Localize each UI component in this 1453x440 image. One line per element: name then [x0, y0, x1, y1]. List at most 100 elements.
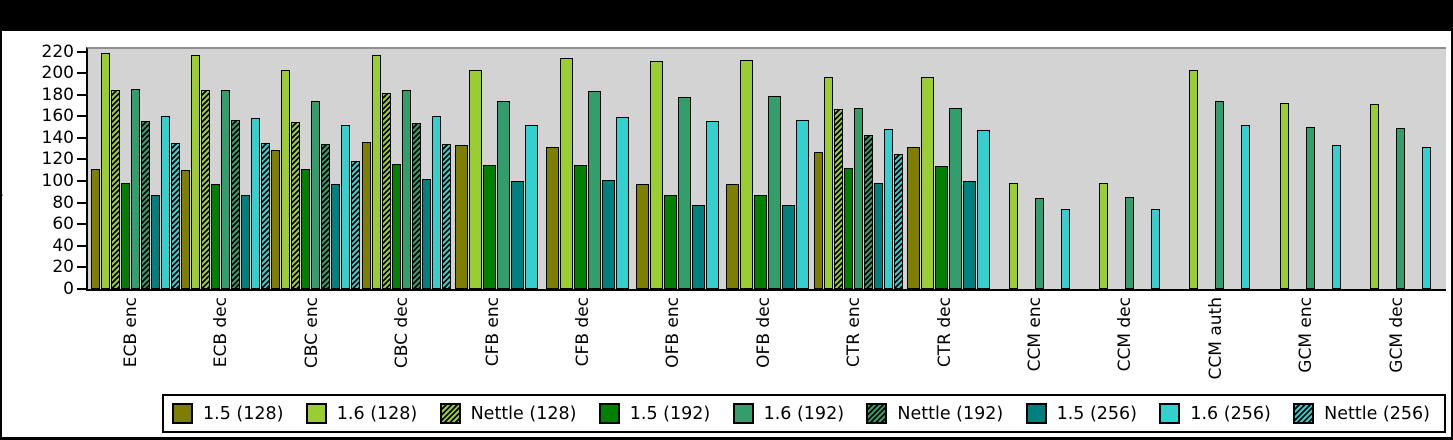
y-tick-mark	[77, 244, 86, 247]
legend-label: 1.6 (192)	[763, 403, 845, 424]
bar	[782, 204, 796, 289]
bar	[525, 124, 539, 289]
legend-swatch-icon	[598, 403, 620, 424]
legend-entry: 1.5 (128)	[172, 403, 283, 424]
bar	[977, 130, 991, 289]
bar	[1008, 183, 1018, 289]
bar	[371, 54, 381, 289]
bar	[120, 183, 130, 289]
y-tick-label: 80	[52, 192, 74, 213]
bar	[545, 146, 559, 289]
bar-group-cfb-enc	[452, 69, 542, 289]
bar	[160, 116, 170, 289]
bar	[391, 163, 401, 289]
bar	[260, 143, 270, 289]
bar	[1150, 209, 1160, 289]
bar	[361, 142, 371, 289]
x-tick-label: CCM dec	[1115, 297, 1136, 372]
y-tick-label: 140	[41, 127, 74, 148]
bar	[768, 95, 782, 289]
legend-swatch-icon	[1025, 403, 1047, 424]
bar	[587, 91, 601, 289]
bar	[381, 92, 391, 289]
bar-group-ofb-enc	[632, 61, 722, 289]
bar	[220, 90, 230, 289]
bar	[853, 107, 863, 289]
bar	[677, 96, 691, 289]
bar	[833, 108, 843, 289]
bar	[150, 195, 160, 289]
bar	[1279, 103, 1289, 289]
x-tick-label: OFB dec	[753, 297, 774, 368]
bar	[726, 184, 740, 289]
bar	[331, 184, 341, 289]
bar	[1305, 127, 1315, 289]
chart-figure: MiB/s 0 20 40 60 80 100 120 140 160 180 200 220 ECB…	[0, 31, 1451, 437]
bar	[441, 144, 451, 289]
x-tick-label: CBC enc	[301, 297, 322, 369]
bar-group-ecb-enc	[90, 52, 180, 289]
legend-label: Nettle (256)	[1324, 403, 1430, 424]
bar	[110, 90, 120, 289]
bar	[411, 122, 421, 289]
bar	[963, 181, 977, 289]
legend-swatch-icon	[866, 403, 888, 424]
legend-label: 1.5 (128)	[203, 403, 284, 424]
bar	[705, 120, 719, 289]
bar	[691, 204, 705, 289]
y-tick-mark	[77, 158, 86, 161]
bar	[421, 178, 431, 289]
bar-group-gcm-enc	[1265, 103, 1355, 289]
x-tick-label: CFB dec	[573, 297, 593, 367]
bar	[1189, 69, 1199, 289]
bar	[615, 117, 629, 289]
bar	[873, 183, 883, 289]
legend-entry: 1.5 (192)	[598, 403, 710, 424]
y-tick-label: 160	[41, 106, 74, 127]
legend-swatch-icon	[172, 403, 193, 424]
bar	[301, 169, 311, 289]
legend: 1.5 (128) 1.6 (128) Nettle (128) 1.5 (192) 1…	[162, 394, 1446, 433]
bar	[321, 144, 331, 289]
legend-label: Nettle (128)	[470, 403, 577, 424]
bar	[497, 101, 511, 289]
bar	[823, 77, 833, 289]
bar	[740, 60, 754, 289]
bar	[893, 154, 903, 289]
y-tick-mark	[77, 50, 86, 53]
y-tick-mark	[77, 201, 86, 204]
legend-swatch-icon	[439, 403, 461, 424]
bar	[796, 119, 810, 289]
bar-group-ctr-enc	[813, 77, 903, 289]
x-tick-label: ECB enc	[121, 297, 141, 368]
bar	[351, 160, 361, 289]
legend-entry: 1.5 (256)	[1025, 403, 1138, 424]
bar	[935, 165, 949, 289]
bar	[843, 168, 853, 289]
bar	[1060, 209, 1070, 289]
bar	[291, 121, 301, 289]
bar	[230, 119, 240, 289]
bar	[559, 58, 573, 289]
x-tick-label: CBC dec	[392, 297, 413, 369]
bar	[200, 90, 210, 289]
x-tick-label: CFB enc	[482, 297, 503, 367]
bar	[341, 124, 351, 289]
y-tick-mark	[77, 180, 86, 183]
legend-swatch-icon	[305, 403, 327, 424]
legend-label: 1.5 (256)	[1056, 403, 1138, 424]
bar	[1034, 198, 1044, 289]
bar	[90, 169, 100, 289]
bar	[949, 107, 963, 289]
legend-entry: 1.6 (192)	[732, 403, 845, 424]
bar	[907, 146, 921, 289]
x-tick-label: CTR enc	[844, 297, 865, 368]
bar	[511, 181, 525, 289]
bar	[1098, 183, 1108, 289]
bar	[883, 129, 893, 289]
bar	[180, 170, 190, 289]
bar-group-cfb-dec	[542, 58, 632, 289]
y-tick-label: 200	[41, 63, 74, 84]
bar-group-cbc-enc	[271, 69, 361, 289]
